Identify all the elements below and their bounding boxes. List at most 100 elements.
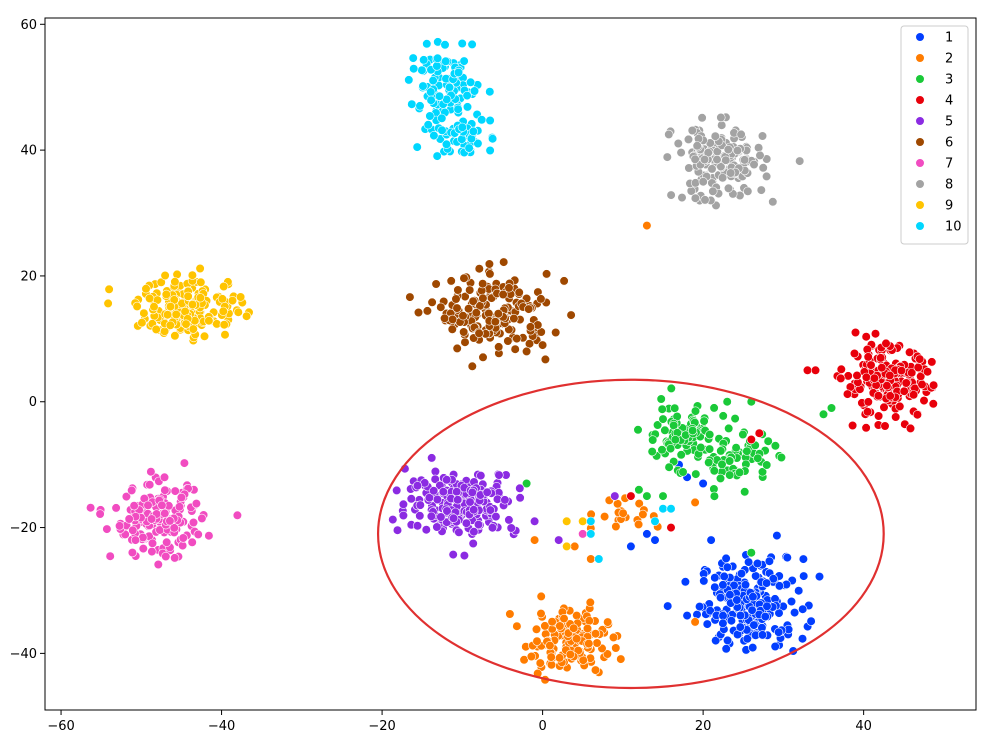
data-point (147, 538, 158, 548)
data-point (441, 56, 451, 66)
legend-label: 1 (945, 31, 953, 46)
data-point (652, 420, 663, 430)
data-point (746, 434, 756, 445)
data-point (670, 435, 680, 445)
data-point (139, 308, 149, 318)
data-point (798, 604, 808, 614)
y-tick-label: 60 (20, 18, 37, 33)
data-point (726, 168, 736, 178)
legend-marker (915, 137, 925, 147)
data-point (146, 467, 156, 477)
data-point (187, 270, 197, 280)
data-point (877, 363, 887, 373)
data-point (666, 383, 676, 394)
data-point (748, 592, 758, 602)
data-point (422, 306, 433, 316)
x-tick-label: −60 (47, 719, 74, 734)
data-point (761, 578, 772, 588)
data-point (608, 632, 619, 643)
data-point (440, 40, 450, 50)
data-point (802, 365, 813, 375)
data-point (124, 514, 134, 524)
plot-frame (44, 17, 977, 711)
data-point (529, 535, 540, 545)
series-1 (586, 460, 825, 656)
data-point (584, 638, 594, 649)
data-point (690, 154, 700, 164)
data-point (592, 638, 602, 648)
data-point (730, 414, 740, 424)
series-8 (662, 112, 805, 210)
data-point (161, 289, 171, 300)
data-point (648, 435, 658, 445)
data-point (757, 630, 768, 640)
data-point (471, 308, 481, 318)
data-point (642, 221, 652, 231)
data-point (233, 307, 243, 317)
data-point (454, 527, 464, 537)
data-point (749, 159, 759, 170)
data-point (448, 314, 458, 325)
data-point (569, 623, 579, 633)
data-point (616, 654, 626, 664)
data-point (798, 554, 809, 564)
data-point (896, 366, 907, 376)
series-10 (404, 37, 676, 564)
data-point (138, 543, 148, 554)
data-point (738, 429, 748, 440)
data-point (476, 471, 486, 481)
data-point (928, 399, 938, 409)
legend-label: 8 (945, 178, 953, 193)
data-point (536, 294, 546, 304)
data-point (676, 148, 686, 158)
data-point (917, 379, 927, 390)
data-point (772, 530, 782, 541)
data-point (734, 467, 745, 478)
data-point (869, 373, 880, 383)
data-point (457, 134, 467, 144)
data-point (722, 397, 732, 407)
data-point (440, 313, 450, 323)
data-point (128, 525, 138, 535)
data-point (217, 294, 227, 304)
data-point (468, 296, 478, 306)
data-point (219, 281, 229, 292)
data-point (554, 535, 564, 545)
x-tick-label: 0 (538, 719, 546, 734)
data-point (863, 352, 873, 362)
data-point (690, 497, 700, 508)
data-point (726, 616, 737, 626)
data-point (436, 302, 446, 312)
data-point (147, 546, 157, 557)
data-point (485, 269, 495, 279)
y-tick-label: −40 (10, 647, 37, 662)
data-point (432, 494, 443, 505)
data-point (415, 101, 425, 111)
legend-marker (915, 32, 925, 42)
data-point (478, 279, 488, 289)
data-point (725, 590, 735, 600)
data-point (143, 500, 153, 510)
data-point (704, 444, 715, 454)
data-point (541, 269, 552, 279)
data-point (457, 38, 467, 49)
data-point (748, 642, 758, 653)
data-point (398, 499, 409, 509)
data-point (151, 324, 161, 335)
data-point (776, 452, 787, 463)
data-point (188, 517, 199, 528)
data-point (473, 519, 484, 530)
data-point (761, 171, 772, 181)
data-point (504, 283, 514, 293)
data-point (915, 354, 925, 364)
data-point (862, 407, 873, 417)
data-point (232, 510, 242, 520)
data-point (532, 636, 542, 646)
data-point (752, 558, 763, 569)
data-point (147, 514, 157, 524)
data-point (412, 481, 423, 491)
legend-marker (915, 116, 925, 126)
data-point (658, 491, 668, 501)
data-point (473, 138, 483, 149)
data-point (762, 460, 772, 470)
